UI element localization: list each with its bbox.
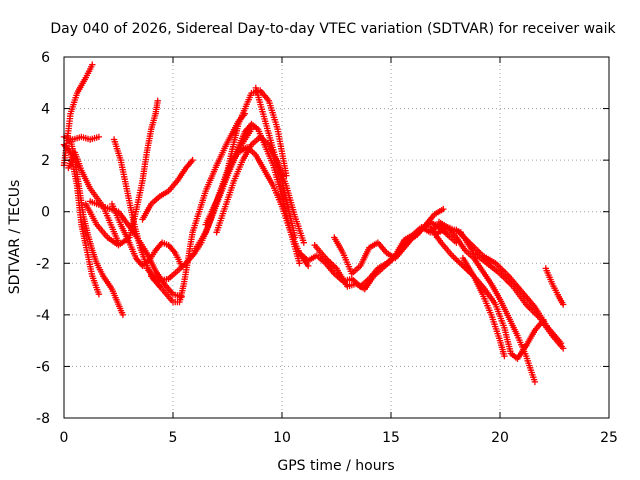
series-arc17 bbox=[252, 84, 299, 241]
x-tick-label: 10 bbox=[273, 430, 291, 446]
series-arc20 bbox=[331, 218, 451, 277]
y-tick-label: 4 bbox=[41, 102, 50, 118]
y-tick-label: 6 bbox=[41, 50, 50, 66]
series-arc11 bbox=[148, 110, 249, 306]
series-arc1 bbox=[60, 61, 96, 169]
y-tick-label: 0 bbox=[41, 205, 50, 221]
x-tick-label: 5 bbox=[169, 430, 178, 446]
y-axis-label: SDTVAR / TECUs bbox=[7, 180, 23, 295]
grid-lines bbox=[64, 57, 609, 418]
x-axis-label: GPS time / hours bbox=[277, 458, 394, 474]
series-arc21 bbox=[435, 218, 539, 386]
x-tick-label: 15 bbox=[382, 430, 400, 446]
series-arc25 bbox=[459, 254, 508, 360]
plot-frame bbox=[63, 56, 610, 419]
y-tick-label: -4 bbox=[36, 308, 50, 324]
x-tick-label: 25 bbox=[600, 430, 618, 446]
series-arc19 bbox=[311, 205, 447, 293]
y-tick-label: -6 bbox=[36, 359, 50, 375]
data-series bbox=[60, 61, 567, 386]
series-arc24 bbox=[453, 226, 565, 347]
x-tick-label: 0 bbox=[60, 430, 69, 446]
chart-title: Day 040 of 2026, Sidereal Day-to-day VTE… bbox=[50, 21, 616, 37]
series-arc12 bbox=[139, 156, 196, 223]
series-arc22 bbox=[427, 224, 547, 362]
y-tick-label: 2 bbox=[41, 153, 50, 169]
x-tick-label: 20 bbox=[491, 430, 509, 446]
series-arc9 bbox=[108, 200, 185, 270]
series-arc26 bbox=[542, 265, 567, 308]
x-axis-ticks: 0 5 10 15 20 25 bbox=[60, 57, 618, 446]
y-tick-label: -2 bbox=[36, 256, 50, 272]
series-arc23 bbox=[431, 224, 567, 352]
series-arc15 bbox=[209, 144, 312, 270]
y-axis-ticks: -8 -6 -4 -2 0 2 4 6 bbox=[36, 50, 609, 427]
series-arc4 bbox=[67, 136, 127, 319]
y-tick-label: -8 bbox=[36, 411, 50, 427]
series-arc16 bbox=[213, 133, 307, 246]
series-arc6 bbox=[82, 97, 161, 249]
